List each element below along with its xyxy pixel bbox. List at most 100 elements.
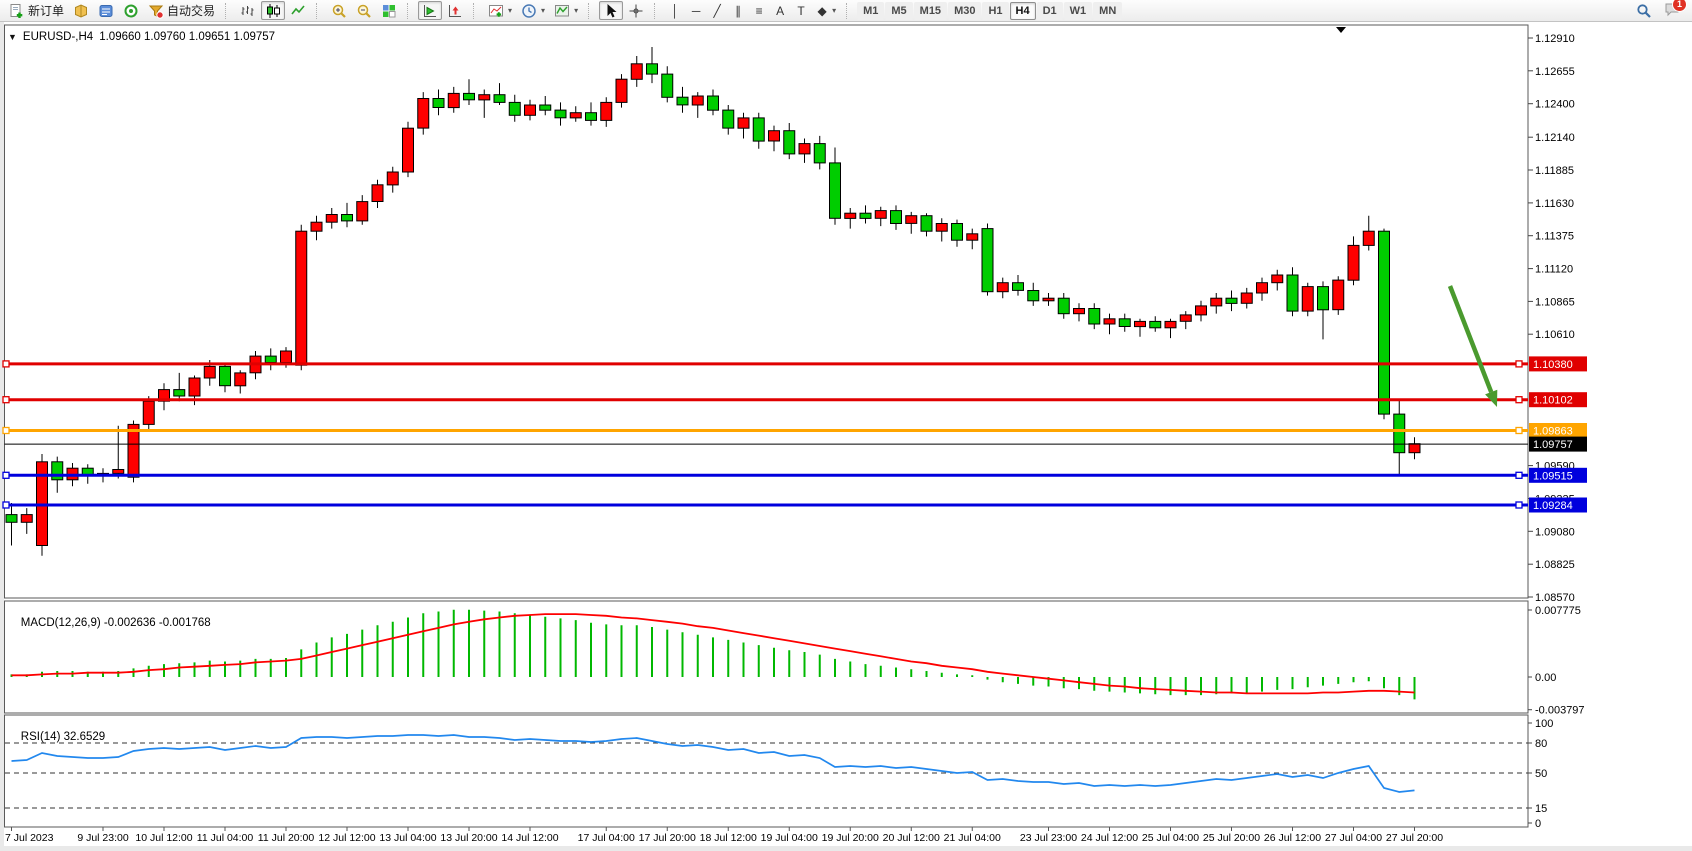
channel-tool-button[interactable]: ∥: [728, 1, 748, 20]
notifications-button[interactable]: 1: [1664, 0, 1687, 20]
indicators-icon: [488, 3, 504, 19]
chart-shift-button[interactable]: [443, 1, 467, 20]
svg-text:1.11630: 1.11630: [1535, 198, 1574, 210]
trendline-icon: ╱: [713, 3, 721, 18]
new-order-icon: [9, 3, 25, 19]
periods-button[interactable]: ▾: [517, 1, 549, 20]
svg-text:0: 0: [1535, 818, 1541, 830]
svg-text:100: 100: [1535, 718, 1553, 730]
cursor-icon: [603, 3, 619, 19]
svg-text:1.12400: 1.12400: [1535, 99, 1575, 111]
templates-button[interactable]: ▾: [550, 1, 582, 20]
svg-text:1.09515: 1.09515: [1533, 470, 1573, 482]
chart-shift-icon: [447, 3, 463, 19]
svg-text:25 Jul 04:00: 25 Jul 04:00: [1142, 832, 1199, 844]
market-watch-button[interactable]: [69, 1, 93, 20]
timeframe-m5-button[interactable]: M5: [885, 1, 913, 20]
zoom-in-icon: [331, 3, 347, 19]
toolbar-separator: [654, 2, 661, 19]
timeframe-m1-button[interactable]: M1: [857, 1, 885, 20]
auto-scroll-icon: [422, 3, 438, 19]
svg-text:1.12140: 1.12140: [1535, 132, 1575, 144]
navigator-button[interactable]: [119, 1, 143, 20]
line-chart-mode-button[interactable]: [286, 1, 310, 20]
svg-text:14 Jul 12:00: 14 Jul 12:00: [501, 832, 558, 844]
zoom-in-button[interactable]: [327, 1, 351, 20]
svg-text:1.08825: 1.08825: [1535, 559, 1575, 571]
toolbar-separator: [407, 2, 414, 19]
rsi-name: RSI(14): [20, 731, 61, 743]
trend-arrow-annotation[interactable]: [1447, 285, 1498, 407]
tile-windows-icon: [381, 3, 397, 19]
data-window-button[interactable]: [94, 1, 118, 20]
symbol-period-label: EURUSD-,H4: [22, 31, 94, 43]
new-order-button[interactable]: 新订单: [5, 1, 68, 20]
horizontal-line[interactable]: 1.09863: [2, 423, 1587, 438]
horizontal-line[interactable]: 1.10102: [2, 392, 1587, 408]
zoom-out-button[interactable]: [352, 1, 376, 20]
arrows-icon: ◆: [817, 3, 827, 18]
svg-text:1.12655: 1.12655: [1535, 66, 1575, 78]
timeframe-m30-button[interactable]: M30: [948, 1, 982, 20]
toolbar-separator: [316, 2, 323, 19]
fibonacci-tool-button[interactable]: ≡: [749, 1, 769, 20]
svg-text:19 Jul 04:00: 19 Jul 04:00: [761, 832, 818, 844]
horizontal-line[interactable]: 1.09515: [2, 467, 1587, 483]
arrows-tool-button[interactable]: ◆ ▾: [812, 1, 840, 20]
autotrade-button[interactable]: 自动交易: [144, 1, 219, 20]
autotrade-icon: [148, 3, 164, 19]
text-tool-button[interactable]: A: [770, 1, 790, 20]
indicators-button[interactable]: ▾: [484, 1, 516, 20]
svg-text:27 Jul 04:00: 27 Jul 04:00: [1325, 832, 1382, 844]
rsi-label: RSI(14) 32.6529: [8, 719, 105, 755]
svg-text:1.10865: 1.10865: [1535, 296, 1575, 308]
svg-text:9 Jul 23:00: 9 Jul 23:00: [77, 832, 129, 844]
timeframe-m15-button[interactable]: M15: [913, 1, 948, 20]
current-price-line: 1.09757: [4, 436, 1587, 452]
search-button[interactable]: [1632, 1, 1656, 20]
horizontal-line-tool-button[interactable]: ─: [686, 1, 706, 20]
new-order-label: 新订单: [28, 4, 65, 18]
svg-text:12 Jul 12:00: 12 Jul 12:00: [318, 832, 375, 844]
symbol-dropdown-caret-icon[interactable]: ▼: [8, 32, 17, 42]
dropdown-caret-icon: ▾: [832, 6, 837, 15]
svg-text:-0.003797: -0.003797: [1535, 705, 1585, 717]
auto-scroll-button[interactable]: [418, 1, 443, 20]
bar-chart-mode-button[interactable]: [236, 1, 260, 20]
search-icon: [1636, 3, 1652, 19]
toolbar-separator: [846, 2, 853, 19]
dropdown-caret-icon: ▾: [541, 6, 546, 15]
timeframe-d1-button[interactable]: D1: [1036, 1, 1063, 20]
candlestick-mode-button[interactable]: [261, 1, 286, 20]
timeframe-w1-button[interactable]: W1: [1063, 1, 1093, 20]
cursor-tool-button[interactable]: [599, 1, 624, 20]
equidistant-channel-icon: ∥: [735, 3, 742, 18]
svg-text:11 Jul 04:00: 11 Jul 04:00: [197, 832, 254, 844]
chart-window[interactable]: ▼ EURUSD-,H4 1.09660 1.09760 1.09651 1.0…: [0, 22, 1692, 851]
svg-text:1.09080: 1.09080: [1535, 526, 1575, 538]
vertical-line-tool-button[interactable]: │: [665, 1, 685, 20]
timeframe-h4-button[interactable]: H4: [1009, 1, 1036, 20]
svg-text:1.11885: 1.11885: [1535, 165, 1574, 177]
crosshair-tool-button[interactable]: [624, 1, 648, 20]
time-axis: 7 Jul 2023 9 Jul 23:00 10 Jul 12:00 11 Jul …: [5, 827, 1443, 844]
crosshair-icon: [628, 3, 644, 19]
dropdown-caret-icon: ▾: [574, 6, 579, 15]
text-label-tool-button[interactable]: T: [791, 1, 811, 20]
timeframe-mn-button[interactable]: MN: [1093, 1, 1123, 20]
rsi-indicator: 100 80 50 15 0: [5, 718, 1553, 830]
svg-text:1.12910: 1.12910: [1535, 33, 1575, 45]
horizontal-line[interactable]: 1.10380: [2, 356, 1587, 372]
svg-text:10 Jul 12:00: 10 Jul 12:00: [135, 832, 192, 844]
vertical-line-icon: │: [671, 3, 679, 18]
horizontal-line[interactable]: 1.09284: [2, 497, 1587, 513]
timeframe-h1-button[interactable]: H1: [982, 1, 1009, 20]
trendline-tool-button[interactable]: ╱: [707, 1, 727, 20]
toolbar-separator: [473, 2, 480, 19]
macd-values: -0.002636 -0.001768: [103, 617, 211, 629]
rsi-value: 32.6529: [63, 731, 106, 743]
svg-text:20 Jul 12:00: 20 Jul 12:00: [883, 832, 940, 844]
svg-text:21 Jul 04:00: 21 Jul 04:00: [944, 832, 1001, 844]
tile-windows-button[interactable]: [377, 1, 401, 20]
